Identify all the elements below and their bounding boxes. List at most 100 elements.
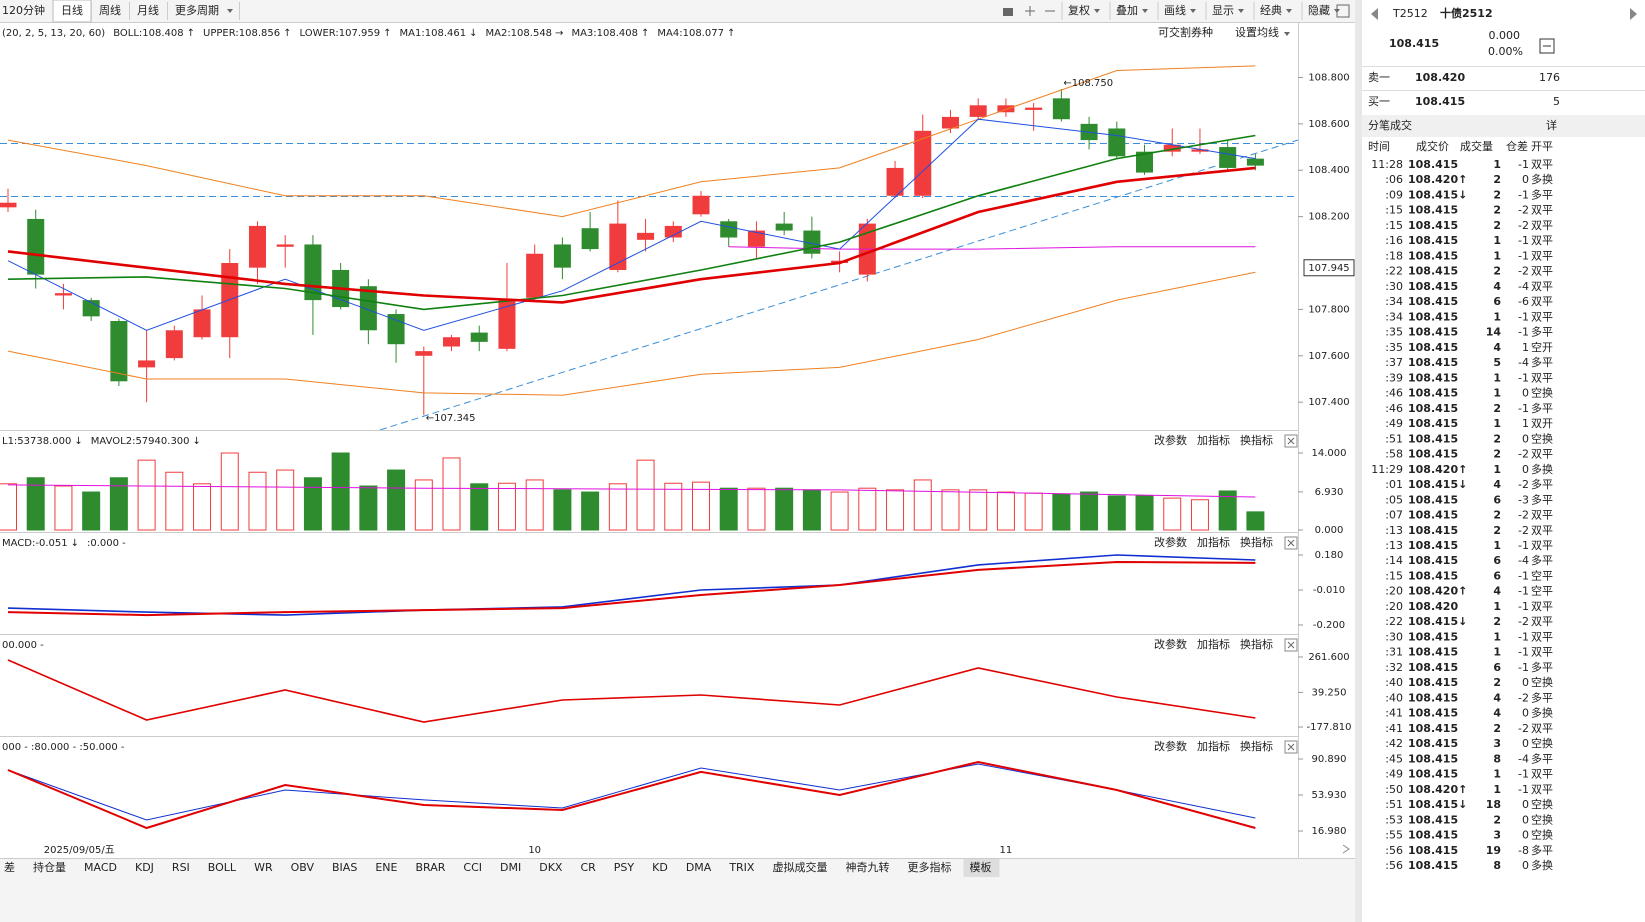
period-tab[interactable]: 日线 <box>61 3 83 17</box>
toolbar-button[interactable]: 叠加 <box>1116 4 1138 17</box>
volume-bar <box>858 487 877 531</box>
toolbar-button[interactable]: 复权 <box>1068 3 1090 17</box>
indicator-tab[interactable]: PSY <box>614 861 635 874</box>
indicator-tab[interactable]: BRAR <box>415 861 445 874</box>
header-button[interactable]: 可交割券种 <box>1158 25 1213 39</box>
trade-volume: 1 <box>1493 768 1501 781</box>
trade-oi-change: -1 <box>1518 661 1529 674</box>
zoom-in[interactable] <box>1025 6 1035 16</box>
period-tab[interactable]: 周线 <box>99 3 121 17</box>
expand-icon[interactable] <box>1336 4 1350 18</box>
volume-bar <box>193 483 212 531</box>
indicator-tab[interactable]: 持仓量 <box>33 860 66 874</box>
candle-body <box>526 253 544 298</box>
trade-time: :46 <box>1385 387 1403 400</box>
panel-button[interactable]: 改参数 <box>1154 433 1187 447</box>
trade-time: :06 <box>1385 173 1403 186</box>
lock-icon[interactable] <box>1003 8 1013 16</box>
panel-button[interactable]: 换指标 <box>1240 535 1273 549</box>
trade-volume: 2 <box>1493 615 1501 628</box>
volume-bar <box>913 479 932 531</box>
indicator-tab[interactable]: KD <box>652 861 668 874</box>
indicator-tab[interactable]: 模板 <box>969 860 991 874</box>
candle-body <box>1136 151 1154 173</box>
indicator-tab[interactable]: BIAS <box>332 861 357 874</box>
panel-button[interactable]: 换指标 <box>1240 739 1273 753</box>
trade-price: 108.415↓ <box>1408 188 1467 201</box>
trade-time: :51 <box>1385 432 1403 445</box>
candle-body <box>276 244 294 247</box>
period-tab[interactable]: 更多周期 <box>175 3 219 17</box>
indicator-tab[interactable]: KDJ <box>135 861 154 874</box>
indicator-tab[interactable]: ENE <box>375 861 397 874</box>
trade-volume: 4 <box>1493 280 1501 293</box>
dropdown <box>1094 9 1100 13</box>
detail-button[interactable]: 详 <box>1546 118 1557 132</box>
indicator-tab[interactable]: 更多指标 <box>907 860 951 874</box>
indicator-line <box>7 134 1256 311</box>
indicator-tab[interactable]: WR <box>254 861 273 874</box>
indicator-tab[interactable]: 神奇九转 <box>845 860 889 874</box>
trade-type: 空换 <box>1531 797 1553 811</box>
scroll-arrow[interactable] <box>1342 844 1350 854</box>
panel-button[interactable]: 加指标 <box>1197 433 1230 447</box>
volume-bar <box>109 477 128 531</box>
panel-button[interactable]: 改参数 <box>1154 637 1187 651</box>
period-tab[interactable]: 120分钟 <box>2 3 45 17</box>
trade-oi-change: -1 <box>1518 402 1529 415</box>
trade-price: 108.415↓ <box>1408 798 1467 811</box>
indicator-tab[interactable]: 虚拟成交量 <box>772 860 827 874</box>
nav-left[interactable] <box>1371 8 1378 20</box>
indicator-value: 000 - :80.000 - :50.000 - <box>2 742 125 753</box>
candle-body <box>637 232 655 240</box>
toolbar-button[interactable]: 隐藏 <box>1308 4 1330 17</box>
trade-volume: 2 <box>1493 402 1501 415</box>
trade-volume: 3 <box>1493 829 1501 842</box>
indicator-line <box>7 659 1256 723</box>
indicator-tab[interactable]: DMA <box>686 861 712 874</box>
indicator-tab[interactable]: DKX <box>539 861 563 874</box>
indicator-tab[interactable]: RSI <box>172 861 190 874</box>
trade-time: :20 <box>1385 600 1403 613</box>
toolbar-button[interactable]: 经典 <box>1260 3 1282 17</box>
trade-oi-change: -2 <box>1518 204 1529 217</box>
panel-button[interactable]: 加指标 <box>1197 535 1230 549</box>
candle-body <box>1025 107 1043 110</box>
toolbar-button[interactable]: 显示 <box>1212 4 1234 17</box>
trade-volume: 2 <box>1493 509 1501 522</box>
tabbar-bg <box>0 858 1355 922</box>
trade-type: 双平 <box>1531 600 1553 613</box>
indicator-tab[interactable]: MACD <box>84 861 117 874</box>
indicator-tab[interactable]: DMI <box>500 861 521 874</box>
indicator-value: UPPER:108.856 <box>203 28 280 39</box>
trade-type: 双平 <box>1531 310 1553 323</box>
panel-button[interactable]: 改参数 <box>1154 739 1187 753</box>
nav-right[interactable] <box>1630 8 1637 20</box>
header-button[interactable]: 设置均线 <box>1235 25 1279 39</box>
panel-button[interactable]: 改参数 <box>1154 535 1187 549</box>
trade-oi-change: -2 <box>1518 478 1529 491</box>
trade-time: :42 <box>1385 737 1403 750</box>
indicator-tab[interactable]: CR <box>580 861 596 874</box>
toolbar-button[interactable]: 画线 <box>1164 3 1186 17</box>
trade-oi-change: -2 <box>1518 691 1529 704</box>
panel-button[interactable]: 换指标 <box>1240 637 1273 651</box>
toolbar-bg <box>0 0 1355 22</box>
trade-type: 多平 <box>1531 187 1553 201</box>
trade-price: 108.415 <box>1408 844 1458 857</box>
trade-volume: 5 <box>1493 356 1501 369</box>
column-header: 成交价 <box>1416 139 1449 153</box>
panel-button[interactable]: 加指标 <box>1197 637 1230 651</box>
indicator-tab[interactable]: OBV <box>291 861 315 874</box>
indicator-tab[interactable]: 差 <box>4 860 15 874</box>
panel-button[interactable]: 换指标 <box>1240 433 1273 447</box>
trade-time: :34 <box>1385 295 1403 308</box>
indicator-tab[interactable]: CCI <box>463 861 482 874</box>
indicator-tab[interactable]: TRIX <box>728 861 755 874</box>
indicator-tab[interactable]: BOLL <box>208 861 237 874</box>
period-tab[interactable]: 月线 <box>137 3 159 17</box>
splitter[interactable] <box>1355 0 1362 922</box>
candle-body <box>941 116 959 129</box>
trade-price: 108.415 <box>1408 219 1458 232</box>
panel-button[interactable]: 加指标 <box>1197 739 1230 753</box>
